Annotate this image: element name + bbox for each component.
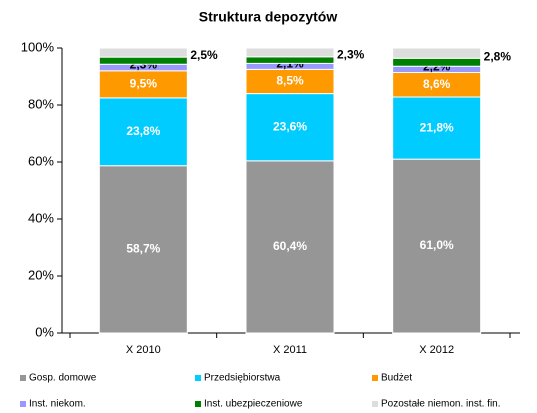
value-label: 8,6% (423, 77, 451, 91)
bar-segment (245, 47, 335, 58)
legend-label: Budżet (381, 373, 412, 384)
bar-segment (245, 56, 335, 64)
legend-swatch (372, 375, 378, 381)
bar-segment (245, 160, 335, 334)
value-label: 2,8% (484, 49, 512, 63)
y-tick-label: 40% (28, 210, 54, 225)
value-label: 8,5% (276, 74, 304, 88)
y-tick-label: 0% (35, 324, 54, 339)
legend-swatch (195, 401, 201, 407)
legend-label: Przedsiębiorstwa (204, 373, 281, 384)
bar-segment (392, 47, 482, 59)
legend-label: Pozostałe niemon. inst. fin. (381, 399, 501, 410)
bar-segment (392, 57, 482, 67)
value-label: 21,8% (420, 120, 454, 134)
y-tick-label: 80% (28, 96, 54, 111)
chart-title: Struktura depozytów (199, 9, 338, 25)
bar-segment (392, 72, 482, 98)
y-tick-label: 20% (28, 267, 54, 282)
bar-segment (98, 165, 188, 334)
legend-swatch (195, 375, 201, 381)
value-label: 61,0% (420, 238, 454, 252)
value-label: 2,5% (190, 48, 218, 62)
value-label: 58,7% (126, 242, 160, 256)
bar-segment (392, 96, 482, 160)
legend-swatch (20, 401, 26, 407)
legend-label: Gosp. domowe (29, 373, 97, 384)
x-tick-label: X 2010 (126, 344, 161, 356)
x-tick-label: X 2011 (273, 344, 307, 356)
value-label: 9,5% (130, 77, 158, 91)
value-label: 23,6% (273, 119, 307, 133)
value-label: 60,4% (273, 239, 307, 253)
bar-segment (98, 47, 188, 58)
legend-label: Inst. niekom. (29, 399, 86, 410)
y-tick-label: 100% (21, 39, 55, 54)
legend-swatch (20, 375, 26, 381)
bar-segment (392, 158, 482, 334)
value-label: 2,3% (337, 47, 365, 61)
legend-swatch (372, 401, 378, 407)
legend-label: Inst. ubezpieczeniowe (204, 399, 303, 410)
value-label: 23,8% (126, 124, 160, 138)
y-tick-label: 60% (28, 153, 54, 168)
bar-segment (98, 56, 188, 65)
x-tick-label: X 2012 (419, 344, 454, 356)
